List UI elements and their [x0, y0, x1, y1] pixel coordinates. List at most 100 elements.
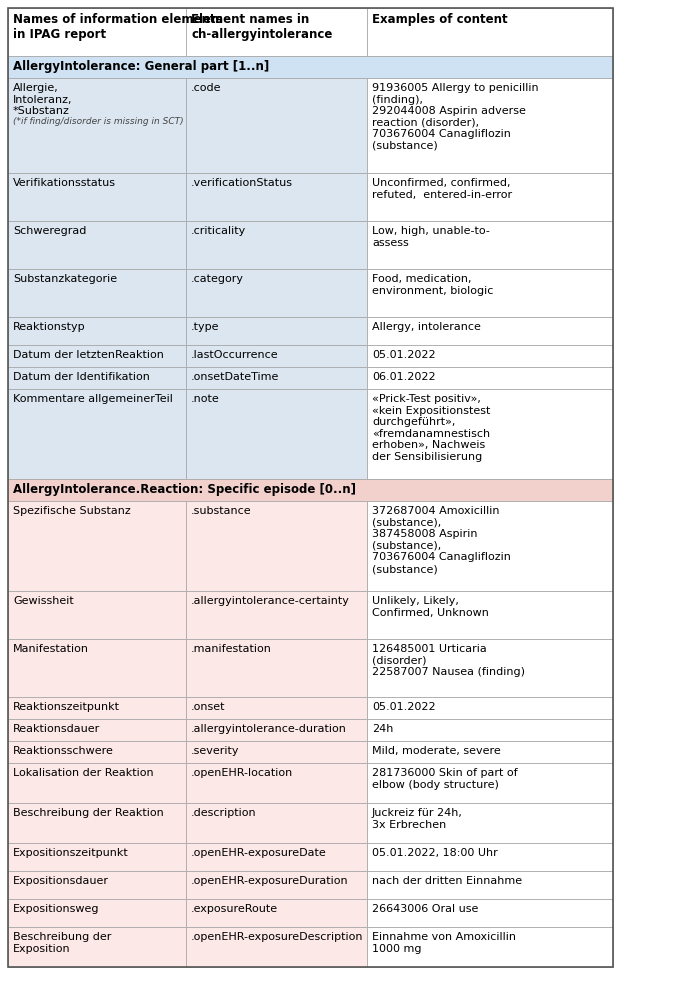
Bar — [8, 591, 186, 639]
Bar — [367, 269, 613, 317]
Bar — [186, 367, 367, 389]
Bar — [186, 719, 367, 741]
Bar — [367, 803, 613, 843]
Text: .exposureRoute: .exposureRoute — [191, 904, 278, 914]
Text: Expositionszeitpunkt: Expositionszeitpunkt — [13, 848, 129, 858]
Text: .onsetDateTime: .onsetDateTime — [191, 372, 279, 382]
Bar — [186, 345, 367, 367]
Bar — [367, 345, 613, 367]
Text: Einnahme von Amoxicillin
1000 mg: Einnahme von Amoxicillin 1000 mg — [372, 932, 516, 954]
Bar — [367, 927, 613, 967]
Bar — [186, 639, 367, 697]
Bar — [8, 389, 186, 479]
Bar — [186, 697, 367, 719]
Bar — [186, 317, 367, 345]
Bar — [8, 501, 186, 591]
Text: nach der dritten Einnahme: nach der dritten Einnahme — [372, 876, 522, 886]
Text: Expositionsdauer: Expositionsdauer — [13, 876, 109, 886]
Text: .openEHR-exposureDescription: .openEHR-exposureDescription — [191, 932, 364, 942]
Text: .openEHR-exposureDate: .openEHR-exposureDate — [191, 848, 327, 858]
Bar — [186, 501, 367, 591]
Bar — [8, 8, 186, 56]
Bar — [8, 317, 186, 345]
Text: Lokalisation der Reaktion: Lokalisation der Reaktion — [13, 768, 154, 778]
Text: .onset: .onset — [191, 702, 225, 712]
Text: Substanzkategorie: Substanzkategorie — [13, 274, 117, 284]
Bar — [367, 639, 613, 697]
Text: .manifestation: .manifestation — [191, 644, 272, 654]
Text: 126485001 Urticaria
(disorder)
22587007 Nausea (finding): 126485001 Urticaria (disorder) 22587007 … — [372, 644, 525, 677]
Bar — [367, 317, 613, 345]
Text: .openEHR-exposureDuration: .openEHR-exposureDuration — [191, 876, 348, 886]
Text: .criticality: .criticality — [191, 226, 246, 236]
Text: Spezifische Substanz: Spezifische Substanz — [13, 506, 131, 516]
Text: .category: .category — [191, 274, 244, 284]
Text: Reaktionstyp: Reaktionstyp — [13, 322, 86, 332]
Bar — [8, 367, 186, 389]
Text: 281736000 Skin of part of
elbow (body structure): 281736000 Skin of part of elbow (body st… — [372, 768, 518, 789]
Text: 06.01.2022: 06.01.2022 — [372, 372, 435, 382]
Bar — [367, 367, 613, 389]
Text: Beschreibung der Reaktion: Beschreibung der Reaktion — [13, 808, 164, 818]
Bar — [186, 803, 367, 843]
Text: Food, medication,
environment, biologic: Food, medication, environment, biologic — [372, 274, 493, 296]
Bar — [186, 8, 367, 56]
Text: Datum der Identifikation: Datum der Identifikation — [13, 372, 150, 382]
Bar — [186, 927, 367, 967]
Text: .note: .note — [191, 394, 220, 404]
Bar — [8, 269, 186, 317]
Text: Beschreibung der
Exposition: Beschreibung der Exposition — [13, 932, 111, 954]
Bar — [8, 803, 186, 843]
Bar — [8, 221, 186, 269]
Bar — [8, 927, 186, 967]
Bar — [367, 871, 613, 899]
Text: Kommentare allgemeinerTeil: Kommentare allgemeinerTeil — [13, 394, 173, 404]
Text: Verifikationsstatus: Verifikationsstatus — [13, 178, 116, 188]
Bar — [8, 173, 186, 221]
Bar — [367, 763, 613, 803]
Text: .allergyintolerance-duration: .allergyintolerance-duration — [191, 724, 347, 734]
Text: Mild, moderate, severe: Mild, moderate, severe — [372, 746, 501, 756]
Bar — [186, 221, 367, 269]
Text: Unconfirmed, confirmed,
refuted,  entered-in-error: Unconfirmed, confirmed, refuted, entered… — [372, 178, 512, 199]
Text: Reaktionsschwere: Reaktionsschwere — [13, 746, 114, 756]
Bar — [8, 697, 186, 719]
Text: 05.01.2022: 05.01.2022 — [372, 350, 435, 359]
Bar — [367, 697, 613, 719]
Text: Reaktionszeitpunkt: Reaktionszeitpunkt — [13, 702, 120, 712]
Text: Schweregrad: Schweregrad — [13, 226, 86, 236]
Text: .allergyintolerance-certainty: .allergyintolerance-certainty — [191, 596, 350, 606]
Text: Allergie,
Intoleranz,
*Substanz: Allergie, Intoleranz, *Substanz — [13, 83, 72, 116]
Bar — [8, 78, 186, 173]
Bar — [8, 8, 613, 967]
Bar — [367, 173, 613, 221]
Bar — [367, 719, 613, 741]
Bar — [8, 843, 186, 871]
Text: 372687004 Amoxicillin
(substance),
387458008 Aspirin
(substance),
703676004 Cana: 372687004 Amoxicillin (substance), 38745… — [372, 506, 511, 574]
Bar — [8, 639, 186, 697]
Bar — [367, 899, 613, 927]
Text: Unlikely, Likely,
Confirmed, Unknown: Unlikely, Likely, Confirmed, Unknown — [372, 596, 489, 617]
Bar — [186, 269, 367, 317]
Bar — [186, 741, 367, 763]
Bar — [367, 8, 613, 56]
Text: Expositionsweg: Expositionsweg — [13, 904, 99, 914]
Text: .type: .type — [191, 322, 219, 332]
Bar — [186, 78, 367, 173]
Bar — [8, 719, 186, 741]
Text: Datum der letztenReaktion: Datum der letztenReaktion — [13, 350, 164, 359]
Bar — [186, 173, 367, 221]
Text: .description: .description — [191, 808, 256, 818]
Bar — [186, 899, 367, 927]
Text: Gewissheit: Gewissheit — [13, 596, 74, 606]
Bar — [8, 741, 186, 763]
Bar — [8, 56, 613, 78]
Bar — [8, 871, 186, 899]
Text: Manifestation: Manifestation — [13, 644, 89, 654]
Text: AllergyIntolerance: General part [1..n]: AllergyIntolerance: General part [1..n] — [13, 60, 269, 73]
Bar — [367, 389, 613, 479]
Text: Juckreiz für 24h,
3x Erbrechen: Juckreiz für 24h, 3x Erbrechen — [372, 808, 463, 830]
Text: Names of information elements
in IPAG report: Names of information elements in IPAG re… — [13, 13, 223, 41]
Bar — [186, 763, 367, 803]
Bar — [186, 871, 367, 899]
